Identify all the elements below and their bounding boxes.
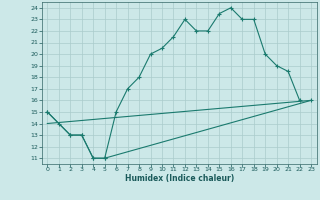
X-axis label: Humidex (Indice chaleur): Humidex (Indice chaleur) xyxy=(124,174,234,183)
